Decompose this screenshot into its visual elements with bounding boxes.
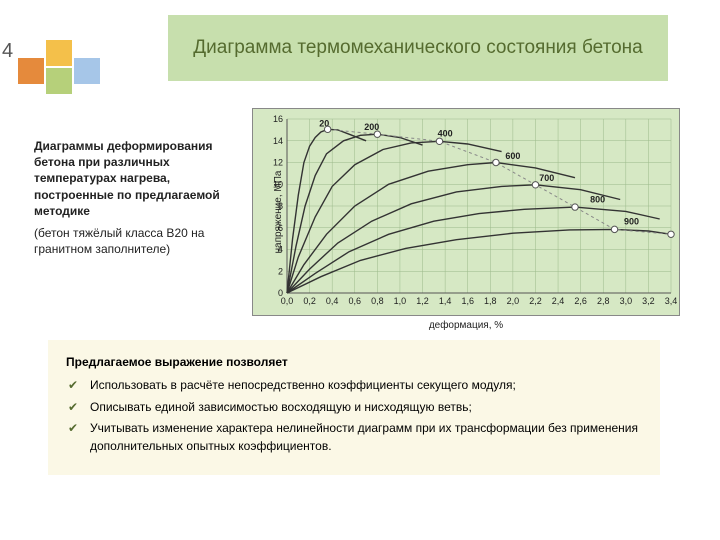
svg-text:12: 12 bbox=[273, 158, 283, 168]
svg-text:600: 600 bbox=[505, 151, 520, 161]
svg-text:0,4: 0,4 bbox=[326, 296, 339, 306]
decor-square bbox=[46, 68, 72, 94]
x-axis-label: деформация, % bbox=[253, 320, 679, 331]
left-description: Диаграммы деформирования бетона при разл… bbox=[34, 138, 234, 257]
bullet-item: Описывать единой зависимостью восходящую… bbox=[86, 399, 642, 416]
bottom-panel: Предлагаемое выражение позволяет Использ… bbox=[48, 340, 660, 475]
chart-svg: 0,00,20,40,60,81,01,21,41,61,82,02,22,42… bbox=[253, 109, 679, 315]
svg-text:200: 200 bbox=[364, 122, 379, 132]
bottom-heading: Предлагаемое выражение позволяет bbox=[66, 354, 642, 371]
svg-text:3,4: 3,4 bbox=[665, 296, 678, 306]
svg-text:2: 2 bbox=[278, 266, 283, 276]
svg-text:2,2: 2,2 bbox=[529, 296, 542, 306]
bottom-list: Использовать в расчёте непосредственно к… bbox=[66, 377, 642, 455]
svg-text:1,6: 1,6 bbox=[461, 296, 474, 306]
svg-text:3,2: 3,2 bbox=[642, 296, 655, 306]
svg-text:1,8: 1,8 bbox=[484, 296, 497, 306]
title-text: Диаграмма термомеханического состояния б… bbox=[193, 36, 642, 60]
svg-text:2,6: 2,6 bbox=[574, 296, 587, 306]
svg-text:0,6: 0,6 bbox=[349, 296, 362, 306]
bullet-item: Использовать в расчёте непосредственно к… bbox=[86, 377, 642, 394]
svg-text:700: 700 bbox=[539, 173, 554, 183]
svg-text:16: 16 bbox=[273, 114, 283, 124]
svg-text:2,4: 2,4 bbox=[552, 296, 565, 306]
svg-text:14: 14 bbox=[273, 136, 283, 146]
decor-square bbox=[74, 58, 100, 84]
svg-text:0,2: 0,2 bbox=[303, 296, 316, 306]
svg-text:800: 800 bbox=[590, 195, 605, 205]
svg-text:2,8: 2,8 bbox=[597, 296, 610, 306]
left-bold: Диаграммы деформирования бетона при разл… bbox=[34, 138, 234, 219]
svg-text:1,4: 1,4 bbox=[439, 296, 452, 306]
decor-square bbox=[18, 58, 44, 84]
slide: 4 Диаграмма термомеханического состояния… bbox=[0, 0, 720, 540]
bullet-item: Учитывать изменение характера нелинейнос… bbox=[86, 420, 642, 455]
decor-square bbox=[46, 40, 72, 66]
svg-text:2,0: 2,0 bbox=[507, 296, 520, 306]
svg-text:1,2: 1,2 bbox=[416, 296, 429, 306]
svg-text:0: 0 bbox=[278, 288, 283, 298]
svg-text:1,0: 1,0 bbox=[394, 296, 407, 306]
svg-text:3,0: 3,0 bbox=[620, 296, 633, 306]
y-axis-label: напряжение, МПа bbox=[273, 171, 284, 254]
chart: 0,00,20,40,60,81,01,21,41,61,82,02,22,42… bbox=[252, 108, 680, 316]
slide-number: 4 bbox=[2, 40, 13, 63]
left-note: (бетон тяжёлый класса В20 на гранитном з… bbox=[34, 225, 234, 257]
title-bar: Диаграмма термомеханического состояния б… bbox=[168, 15, 668, 81]
svg-text:400: 400 bbox=[438, 128, 453, 138]
svg-text:900: 900 bbox=[624, 216, 639, 226]
svg-text:0,8: 0,8 bbox=[371, 296, 384, 306]
